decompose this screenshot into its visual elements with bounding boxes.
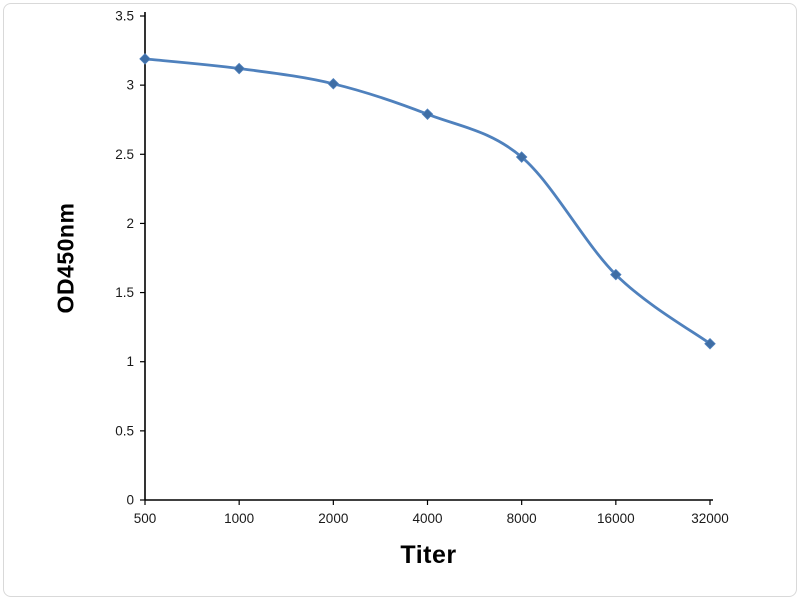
y-tick-label: 1 [126,354,134,369]
y-tick-label: 3 [126,78,134,93]
data-point-marker [704,337,716,350]
x-tick-label: 16000 [597,511,635,526]
y-tick-label: 3.5 [115,9,134,24]
y-tick-label: 1.5 [115,285,134,300]
data-point-marker [233,62,245,75]
x-axis-title: Titer [400,541,457,569]
y-tick-label: 2.5 [115,147,134,162]
x-tick-label: 500 [134,511,157,526]
y-tick-label: 0.5 [115,423,134,438]
data-point-marker [421,108,434,120]
x-tick-label: 2000 [318,511,348,526]
x-tick-label: 1000 [224,511,254,526]
x-tick-label: 4000 [412,511,442,526]
image-border-frame [3,3,797,597]
x-tick-label: 8000 [507,511,537,526]
x-tick-label: 32000 [691,511,729,526]
data-point-marker [610,268,622,281]
data-point-marker [515,151,528,163]
y-tick-label: 0 [126,493,134,508]
data-point-marker [327,77,340,90]
data-point-marker [139,53,151,65]
y-axis-title: OD450nm [52,202,79,314]
y-tick-label: 2 [126,216,134,231]
series-line [143,57,712,346]
